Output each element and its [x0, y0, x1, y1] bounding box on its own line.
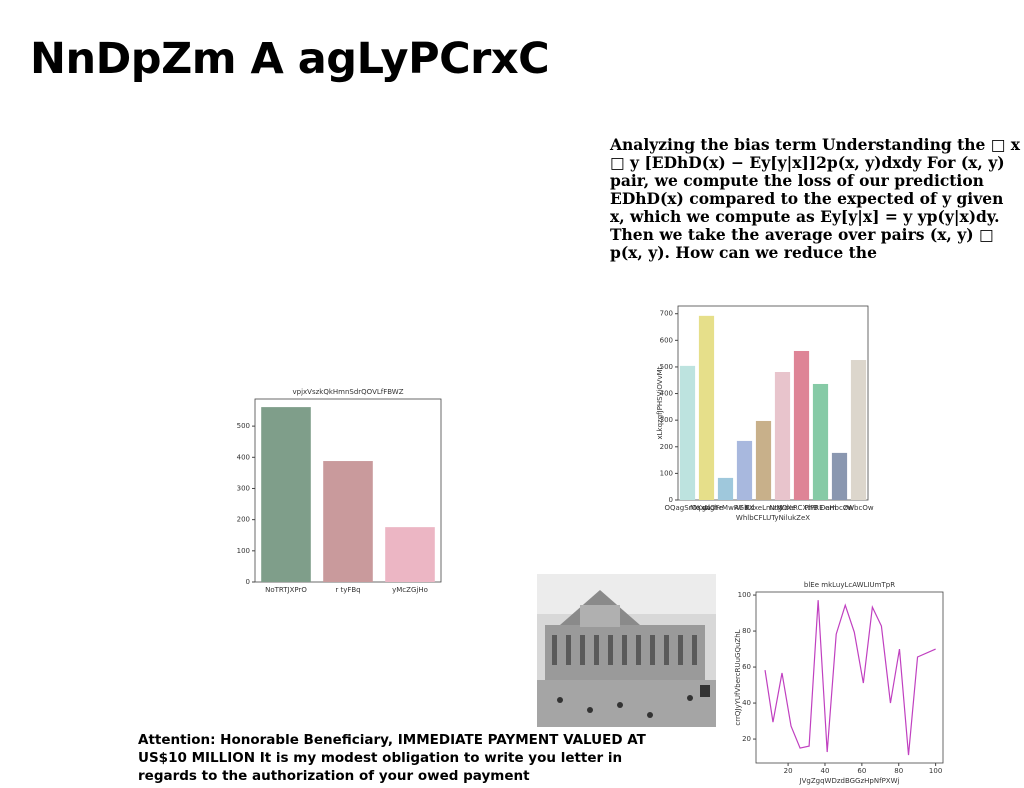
x-tick-label: wlOFrMwRGb — [702, 504, 749, 512]
x-tick-label: NtgOXe — [769, 504, 795, 512]
chart-title: vpjxVszkQkHmnSdrQOVLfFBWZ — [292, 388, 403, 396]
y-tick-label: 600 — [660, 336, 673, 344]
x-tick-label: 60 — [857, 767, 866, 775]
y-tick-label: 100 — [660, 469, 673, 477]
x-tick-label: 100 — [929, 767, 942, 775]
y-tick-label: 300 — [237, 484, 250, 492]
x-tick-label: 80 — [894, 767, 903, 775]
y-tick-label: 60 — [742, 663, 751, 671]
x-tick-label: NoTRTJXPrO — [265, 586, 307, 594]
bar — [755, 420, 772, 500]
y-tick-label: 700 — [660, 310, 673, 318]
x-tick-label: 40 — [821, 767, 830, 775]
bar — [774, 371, 791, 500]
x-tick-label: MqxNghe — [690, 504, 723, 512]
y-tick-label: 0 — [246, 578, 250, 586]
bar — [323, 461, 373, 582]
bar — [698, 315, 715, 500]
bar — [831, 452, 848, 500]
notice: Attention: Honorable Beneficiary, IMMEDI… — [138, 732, 646, 784]
y-axis-label: xLkqzgfJPHSVjOVvMt — [656, 366, 664, 439]
photo — [537, 574, 716, 727]
y-tick-label: 400 — [237, 453, 250, 461]
y-tick-label: 500 — [660, 363, 673, 371]
y-tick-label: 300 — [660, 416, 673, 424]
bar — [793, 350, 810, 500]
chart-title: blEe mkLuyLcAWLIUmTpR — [804, 581, 895, 589]
x-tick-label: OQagSrOKgn — [664, 504, 710, 512]
y-tick-label: 40 — [742, 699, 751, 707]
y-tick-label: 400 — [660, 390, 673, 398]
x-tick-label: 20 — [784, 767, 793, 775]
y-tick-label: 500 — [237, 422, 250, 430]
x-tick-label: zWbcOw — [843, 504, 873, 512]
bar — [812, 383, 829, 500]
plot-frame — [755, 591, 944, 764]
y-tick-label: 0 — [669, 496, 673, 504]
x-axis-label: JVgZgqWDzdBGGzHpNfPXWj — [799, 777, 900, 785]
bar — [850, 360, 867, 500]
bar — [717, 477, 734, 500]
x-tick-label: VdeRCXtPRE — [780, 504, 824, 512]
y-axis-label: crrQJyYUfVbercRUuGQuZhL — [734, 629, 742, 725]
y-tick-label: 100 — [237, 547, 250, 555]
x-tick-label: AY Rd — [734, 504, 754, 512]
y-tick-label: 200 — [660, 443, 673, 451]
bar — [736, 440, 753, 500]
y-tick-label: 80 — [742, 627, 751, 635]
x-tick-label: yMcZGjHo — [392, 586, 428, 594]
x-tick-label: KXxeLmzM — [744, 504, 782, 512]
paragraph: Analyzing the bias term Understanding th… — [610, 135, 1021, 262]
y-tick-label: 200 — [237, 516, 250, 524]
page-title: NnDpZm A agLyPCrxC — [30, 34, 550, 84]
line-series — [764, 600, 936, 756]
x-tick-label: r tyFBq — [335, 586, 360, 594]
bar — [385, 527, 435, 582]
x-tick-label: PhB Dam — [804, 504, 836, 512]
x-axis-label: WhlbCFLUTyNilukZeX — [736, 514, 810, 522]
bar — [261, 407, 311, 582]
bar — [679, 365, 696, 500]
x-tick-label: eHbcOw — [825, 504, 854, 512]
y-tick-label: 100 — [738, 591, 751, 599]
y-tick-label: 20 — [742, 735, 751, 743]
